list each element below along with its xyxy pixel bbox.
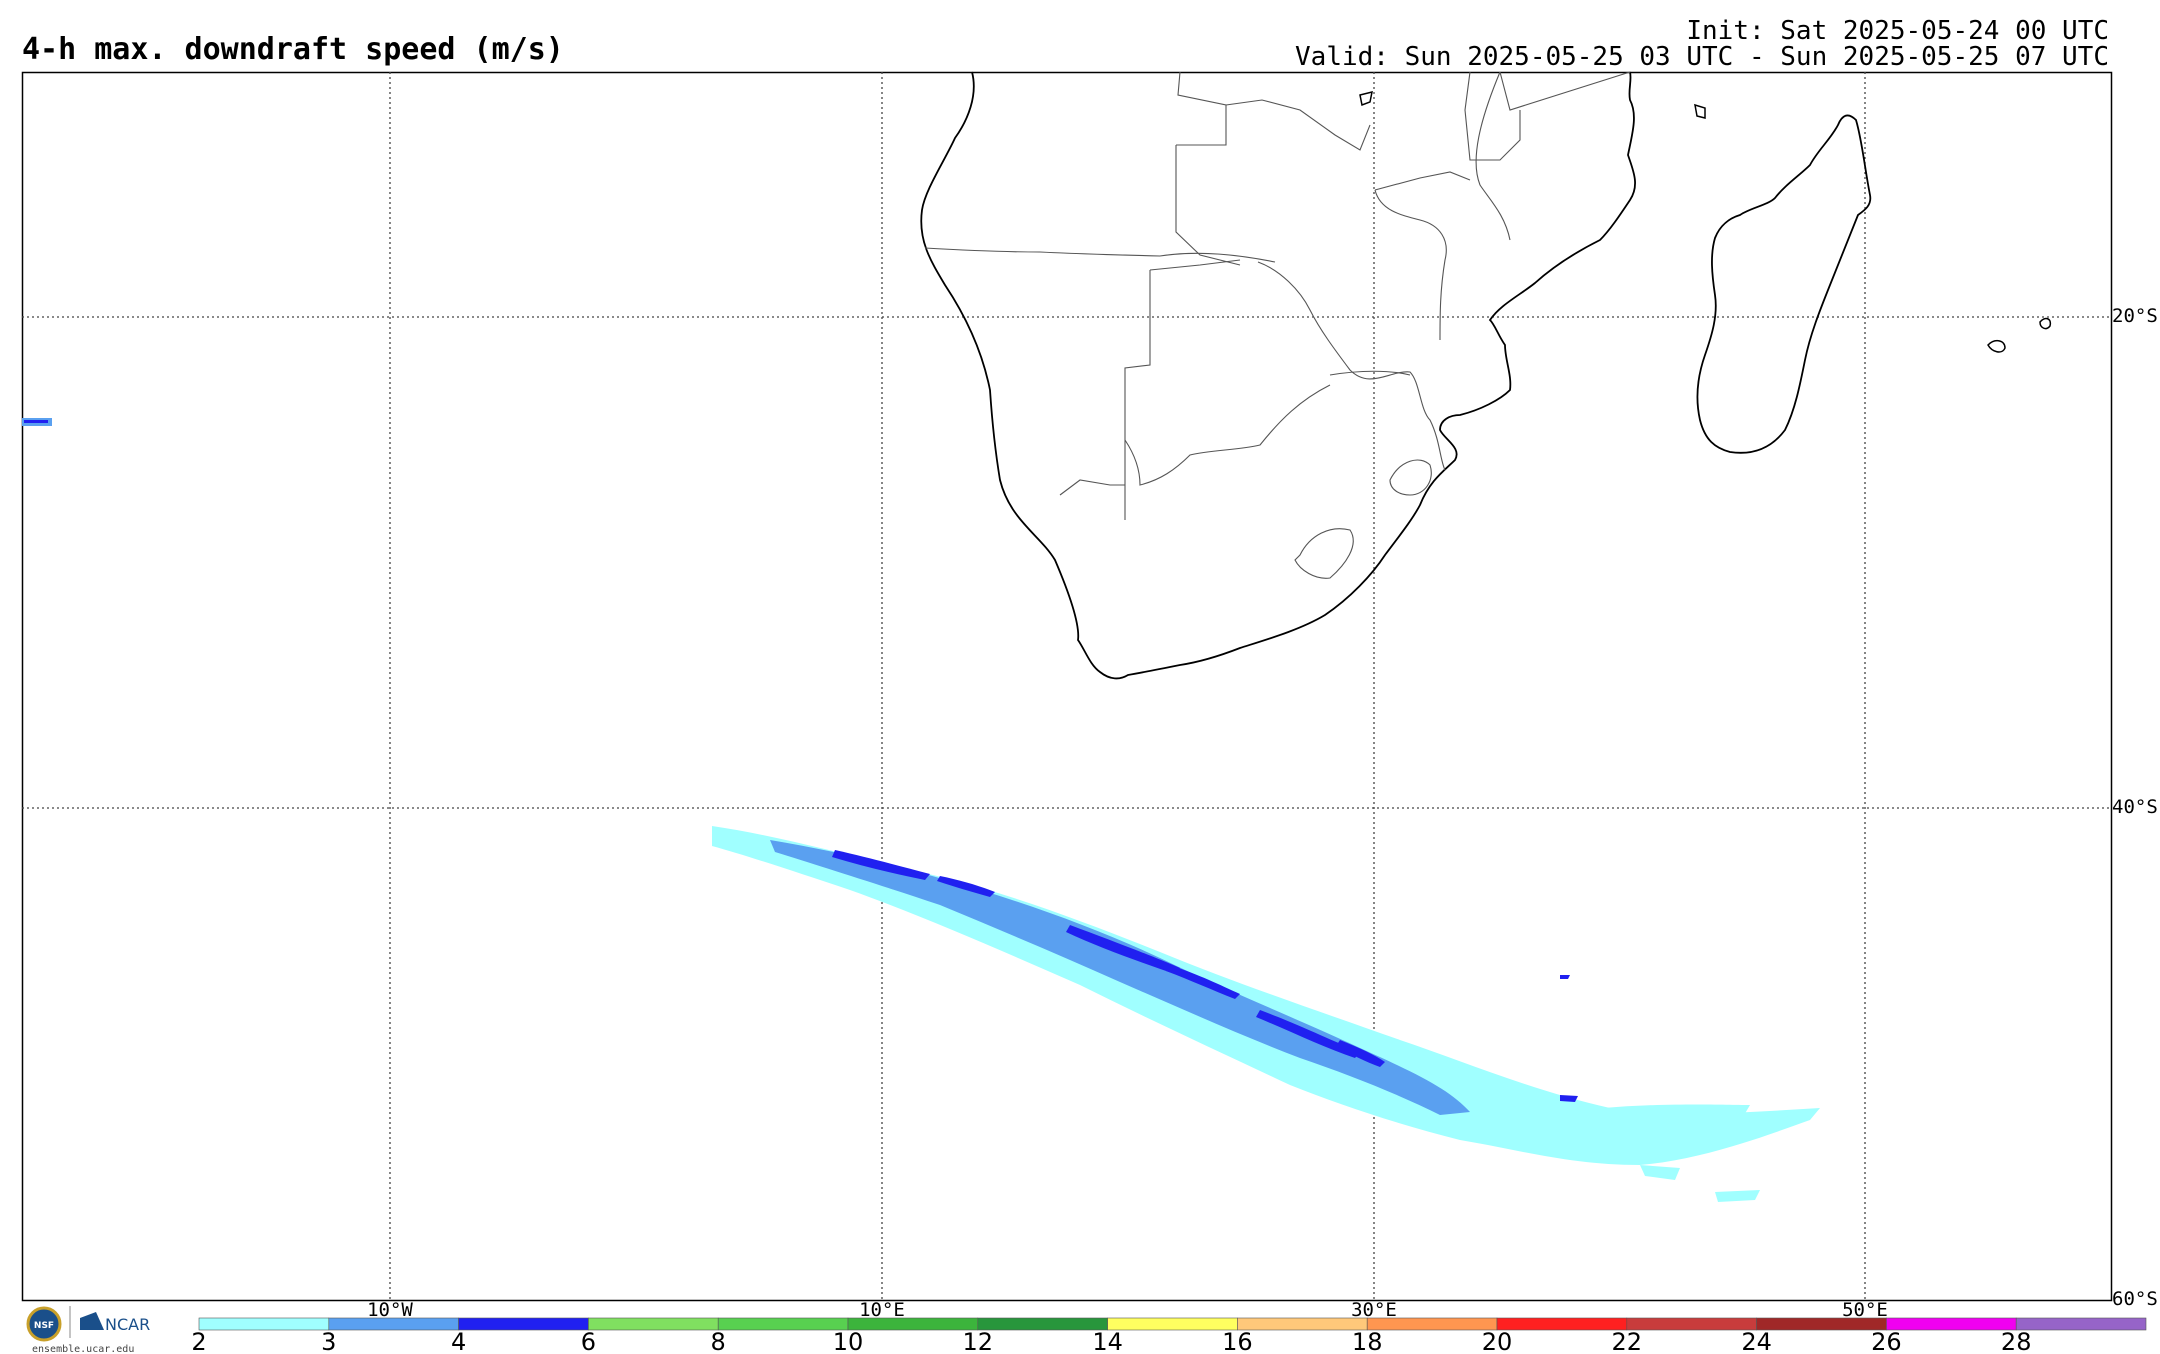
colorbar-tick-label: 24 xyxy=(1741,1328,1772,1354)
coastlines xyxy=(920,71,2052,680)
colorbar-tick-label: 3 xyxy=(321,1328,336,1354)
colorbar-tick-label: 28 xyxy=(2001,1328,2032,1354)
ncar-logo-icon xyxy=(80,1312,104,1330)
colorbar-swatch xyxy=(1366,1317,1498,1331)
colorbar-swatch xyxy=(847,1317,979,1331)
colorbar-tick-label: 10 xyxy=(833,1328,864,1354)
time-info: Init: Sat 2025-05-24 00 UTC Valid: Sun 2… xyxy=(1295,18,2109,70)
downdraft-swath xyxy=(22,418,1820,1202)
nsf-logo-icon xyxy=(26,1306,62,1342)
map-frame xyxy=(21,71,2113,1302)
lon-labels: 10°W 10°E 30°E 50°E xyxy=(367,1299,1888,1321)
colorbar-tick-label: 18 xyxy=(1352,1328,1383,1354)
colorbar-swatch xyxy=(717,1317,849,1331)
colorbar-swatch xyxy=(458,1317,589,1331)
lat-label-40s: 40°S xyxy=(2112,796,2158,818)
valid-time: Valid: Sun 2025-05-25 03 UTC - Sun 2025-… xyxy=(1295,42,2109,72)
colorbar-tick-label: 12 xyxy=(963,1328,994,1354)
colorbar-swatch xyxy=(588,1317,719,1331)
lat-labels: 20°S 40°S 60°S xyxy=(2112,305,2158,1310)
colorbar-tick-label: 20 xyxy=(1482,1328,1513,1354)
colorbar-swatch xyxy=(977,1317,1108,1331)
colorbar: 2 3 4 6 8 10 12 14 16 18 20 22 24 26 28 xyxy=(191,1317,2147,1354)
lon-label-50e: 50°E xyxy=(1842,1299,1888,1321)
map-title: 4-h max. downdraft speed (m/s) xyxy=(22,32,564,67)
ncar-logo-text: NCAR xyxy=(105,1315,150,1334)
graticule xyxy=(22,72,2111,1300)
colorbar-tick-label: 14 xyxy=(1092,1328,1123,1354)
lon-label-10w: 10°W xyxy=(367,1299,413,1321)
colorbar-swatch xyxy=(1107,1317,1238,1331)
colorbar-swatch xyxy=(2015,1317,2147,1331)
colorbar-tick-label: 2 xyxy=(191,1328,206,1354)
site-url: ensemble.ucar.edu xyxy=(32,1344,134,1354)
colorbar-swatch xyxy=(328,1317,459,1331)
colorbar-tick-label: 16 xyxy=(1222,1328,1253,1354)
colorbar-swatch xyxy=(1237,1317,1368,1331)
colorbar-swatch xyxy=(1886,1317,2017,1331)
logos: NSF NCAR ensemble.ucar.edu xyxy=(26,1306,150,1354)
colorbar-swatch xyxy=(1756,1317,1887,1331)
init-time: Init: Sat 2025-05-24 00 UTC xyxy=(1686,16,2109,46)
colorbar-swatch xyxy=(1626,1317,1757,1331)
lon-label-10e: 10°E xyxy=(859,1299,905,1321)
colorbar-tick-label: 8 xyxy=(711,1328,726,1354)
country-borders xyxy=(924,71,1631,579)
nsf-logo-text: NSF xyxy=(34,1321,54,1331)
colorbar-tick-label: 6 xyxy=(581,1328,596,1354)
colorbar-tick-label: 26 xyxy=(1871,1328,1902,1354)
lon-label-30e: 30°E xyxy=(1351,1299,1397,1321)
colorbar-swatch xyxy=(1496,1317,1628,1331)
colorbar-swatch xyxy=(198,1317,330,1331)
colorbar-tick-label: 22 xyxy=(1612,1328,1643,1354)
lat-label-60s: 60°S xyxy=(2112,1288,2158,1310)
lat-label-20s: 20°S xyxy=(2112,305,2158,327)
colorbar-tick-label: 4 xyxy=(451,1328,466,1354)
